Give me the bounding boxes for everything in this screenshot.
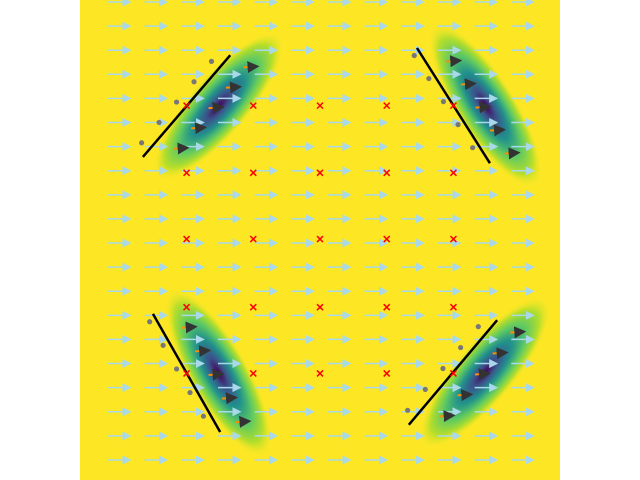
probe-marker-stroke <box>316 169 324 177</box>
probe-marker <box>449 369 457 377</box>
wake-arrow <box>181 321 198 334</box>
wing-dot <box>160 342 166 348</box>
wake-arrow <box>439 410 456 423</box>
wing-dot <box>139 140 145 146</box>
probe-marker-stroke <box>316 303 324 311</box>
wing-dot <box>156 119 162 126</box>
wing-dot <box>208 58 215 64</box>
probe-marker <box>316 169 324 177</box>
wake-arrow <box>243 61 260 74</box>
probe-marker-stroke <box>249 369 257 377</box>
probe-marker <box>183 369 191 377</box>
wake-arrow <box>235 415 252 428</box>
probe-marker-stroke <box>183 235 191 243</box>
wake-arrow <box>504 147 521 160</box>
probe-marker-stroke <box>449 102 457 110</box>
probe-marker-stroke <box>383 102 391 110</box>
probe-marker <box>249 102 257 110</box>
probe-marker-stroke <box>183 303 191 311</box>
wing-dot <box>411 52 417 59</box>
probe-marker-stroke <box>249 169 257 177</box>
wing-dot <box>426 75 432 82</box>
probe-marker <box>183 169 191 177</box>
wake-arrow <box>474 368 491 381</box>
probe-marker-stroke <box>316 369 324 377</box>
probe-marker-stroke <box>383 235 391 243</box>
probe-marker <box>316 235 324 243</box>
wake-arrows <box>173 55 527 428</box>
wing-dots <box>139 52 481 419</box>
probe-marker <box>316 303 324 311</box>
wing-dot <box>470 145 476 151</box>
probe-marker <box>449 169 457 177</box>
wing-dot <box>440 99 447 105</box>
wake-arrow <box>191 122 208 135</box>
probe-marker-stroke <box>383 369 391 377</box>
probe-marker <box>383 102 391 110</box>
wing-dot <box>187 389 193 396</box>
wing-dot <box>200 413 207 419</box>
wake-arrow <box>475 101 492 114</box>
wake-arrow <box>460 78 477 91</box>
probe-marker-stroke <box>249 102 257 110</box>
probe-marker-stroke <box>183 369 191 377</box>
probe-marker <box>249 369 257 377</box>
probe-marker <box>183 303 191 311</box>
wing-dot <box>405 407 411 413</box>
probe-marker <box>383 303 391 311</box>
probe-marker <box>316 369 324 377</box>
probe-marker-stroke <box>449 169 457 177</box>
wake-arrow <box>457 389 474 402</box>
probe-marker-stroke <box>449 369 457 377</box>
wing-dot <box>440 365 446 372</box>
probe-marker-stroke <box>183 169 191 177</box>
wake-arrow <box>221 392 238 405</box>
probe-marker <box>383 369 391 377</box>
probe-marker-stroke <box>316 102 324 110</box>
probe-marker <box>183 102 191 110</box>
probe-marker-stroke <box>249 235 257 243</box>
wing-dot <box>458 344 464 351</box>
wake-arrow <box>173 142 190 155</box>
probe-marker-stroke <box>449 235 457 243</box>
wake-arrow <box>208 101 225 114</box>
probe-marker-stroke <box>449 303 457 311</box>
probe-marker <box>249 169 257 177</box>
wake-arrow <box>489 124 507 137</box>
probe-marker-stroke <box>383 169 391 177</box>
wing-dot <box>455 122 461 128</box>
wing-dot <box>173 366 180 372</box>
probe-marker <box>249 235 257 243</box>
wing-dot <box>173 99 180 105</box>
probe-marker-stroke <box>316 235 324 243</box>
probe-marker <box>449 303 457 311</box>
wing-dot <box>422 386 428 393</box>
probe-marker <box>183 235 191 243</box>
probe-marker <box>449 235 457 243</box>
probe-marker <box>383 235 391 243</box>
probe-marker <box>383 169 391 177</box>
wake-arrow <box>492 347 509 360</box>
wake-arrow <box>195 345 212 358</box>
wing-dot <box>191 79 197 85</box>
probe-marker <box>249 303 257 311</box>
wing-dot <box>147 319 153 325</box>
probe-marker-stroke <box>383 303 391 311</box>
wake-arrow <box>208 368 225 381</box>
wake-arrow <box>446 55 463 68</box>
probe-marker <box>316 102 324 110</box>
probe-marker <box>449 102 457 110</box>
wake-arrow <box>510 326 527 339</box>
probe-markers <box>183 102 457 377</box>
wing-dot <box>475 324 481 330</box>
probe-marker-stroke <box>249 303 257 311</box>
wake-arrow <box>225 81 243 94</box>
probe-marker-stroke <box>183 102 191 110</box>
